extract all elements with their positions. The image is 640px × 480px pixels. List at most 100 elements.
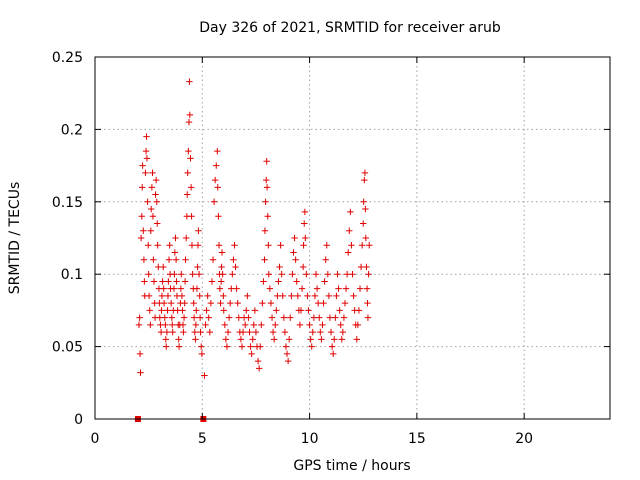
data-point: [198, 350, 206, 358]
data-point: [273, 307, 280, 314]
data-point: [324, 271, 332, 278]
data-point: [145, 292, 153, 300]
data-point: [293, 278, 300, 285]
data-point: [222, 336, 230, 343]
data-point: [203, 307, 210, 314]
x-tick-label: 0: [91, 431, 100, 447]
data-point: [213, 162, 220, 169]
data-point: [215, 242, 223, 249]
data-point: [143, 133, 150, 140]
data-point: [269, 328, 277, 336]
data-point: [218, 263, 225, 271]
data-point: [341, 299, 349, 307]
data-point: [311, 292, 319, 300]
data-point: [366, 242, 373, 249]
data-point: [361, 169, 369, 177]
data-point: [145, 271, 152, 278]
data-point: [228, 285, 235, 292]
data-point: [279, 292, 286, 300]
data-point: [139, 162, 146, 169]
data-point: [162, 321, 169, 329]
data-point: [175, 336, 182, 343]
x-tick-label: 20: [515, 431, 533, 447]
data-point: [301, 220, 308, 227]
data-point: [248, 350, 255, 358]
data-point: [362, 205, 369, 213]
data-point: [198, 343, 205, 350]
data-point: [165, 256, 173, 263]
data-point: [218, 249, 226, 256]
data-point: [146, 307, 153, 314]
data-point: [216, 285, 224, 292]
grid-lines: [95, 57, 610, 419]
data-point: [163, 343, 170, 350]
data-point: [193, 307, 200, 314]
data-point: [349, 271, 356, 278]
data-point: [178, 271, 185, 278]
data-point: [165, 278, 172, 285]
x-tick-label: 5: [198, 431, 207, 447]
data-point: [153, 198, 160, 205]
data-point: [195, 271, 203, 278]
data-point: [223, 343, 231, 350]
data-point: [204, 292, 211, 300]
data-point: [320, 299, 327, 307]
data-point: [185, 147, 192, 155]
data-point: [249, 336, 256, 343]
data-point: [175, 343, 183, 350]
data-point: [142, 169, 149, 177]
data-point: [226, 299, 234, 307]
data-point: [243, 307, 250, 314]
data-point: [302, 234, 309, 242]
data-point: [331, 336, 338, 343]
data-point: [353, 336, 360, 343]
data-point: [210, 198, 218, 205]
data-point: [189, 271, 196, 278]
chart-title: Day 326 of 2021, SRMTID for receiver aru…: [199, 20, 501, 36]
data-point: [141, 278, 148, 285]
data-point: [160, 299, 168, 307]
data-point: [181, 299, 188, 307]
y-tick-label: 0.25: [52, 50, 83, 66]
data-point: [142, 147, 150, 155]
data-points: [134, 78, 373, 422]
data-point: [254, 357, 262, 365]
data-point: [186, 111, 194, 119]
data-point: [294, 292, 301, 300]
data-point: [209, 256, 217, 263]
data-point: [206, 328, 214, 336]
data-point: [188, 213, 195, 220]
data-point: [263, 176, 270, 184]
data-point: [303, 271, 310, 278]
data-point: [180, 328, 187, 336]
data-point: [297, 307, 305, 314]
data-point: [332, 314, 339, 321]
data-point: [333, 292, 340, 300]
data-point: [170, 285, 178, 292]
data-point: [329, 350, 337, 358]
data-point: [275, 278, 282, 285]
y-tick-label: 0.2: [61, 122, 83, 138]
data-point: [300, 242, 307, 249]
data-point: [264, 213, 271, 220]
data-point: [337, 321, 344, 329]
data-point: [157, 328, 165, 336]
data-point: [149, 213, 157, 220]
data-point: [278, 271, 285, 278]
data-point: [171, 271, 178, 278]
data-point: [202, 321, 209, 329]
x-axis-label: GPS time / hours: [293, 458, 410, 474]
data-point: [323, 242, 330, 249]
data-point: [181, 278, 189, 285]
data-point: [336, 307, 343, 314]
data-point: [314, 299, 322, 307]
data-point: [192, 336, 199, 343]
data-point: [326, 314, 334, 321]
data-point: [161, 314, 168, 321]
data-point: [338, 336, 345, 343]
data-point: [158, 292, 166, 300]
data-point: [159, 278, 166, 285]
data-point: [328, 343, 336, 350]
data-point: [148, 184, 156, 191]
data-point: [276, 263, 283, 271]
